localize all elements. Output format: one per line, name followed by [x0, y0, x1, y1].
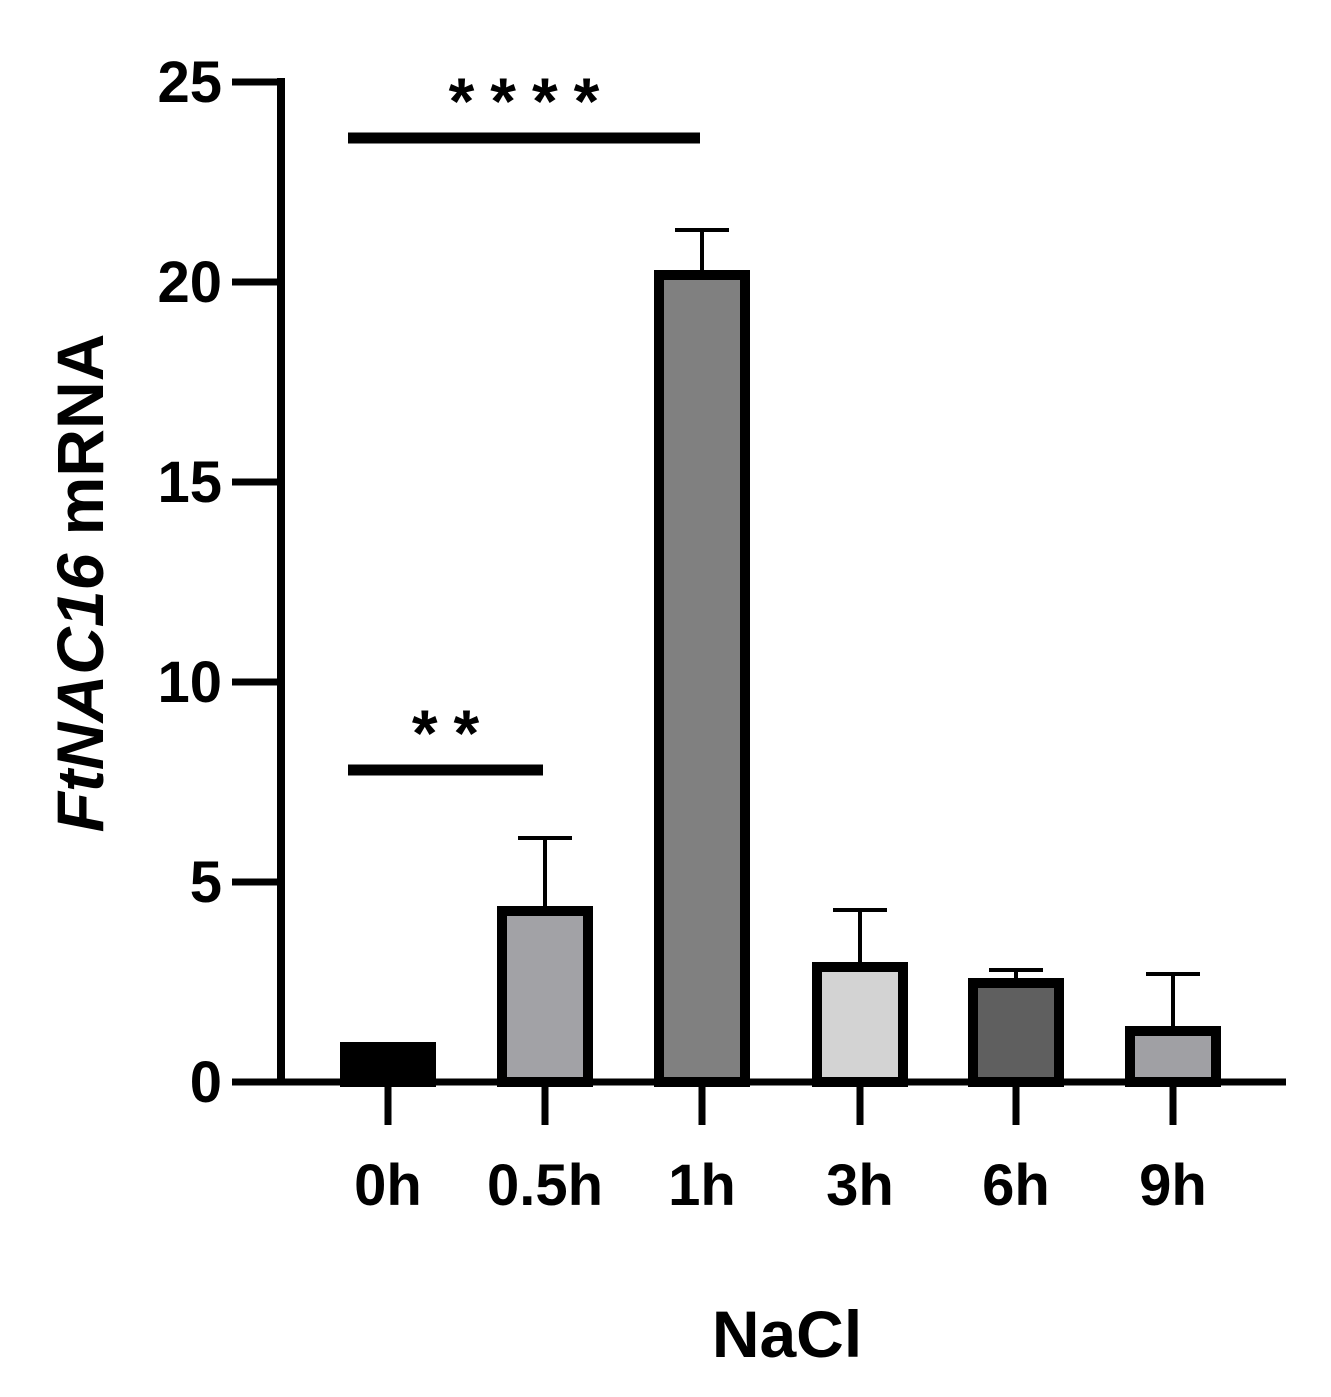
y-tick-label: 0	[190, 1050, 222, 1115]
error-bars-layer	[518, 228, 1200, 1028]
error-bar-3h	[833, 908, 887, 964]
y-tick-label: 20	[157, 250, 222, 315]
x-tick-label: 0h	[354, 1153, 422, 1218]
error-bar-0.5h	[518, 836, 572, 908]
y-tick-label: 5	[190, 850, 222, 915]
x-tick-label: 0.5h	[487, 1153, 603, 1218]
y-axis-title: FtNAC16 mRNA	[43, 334, 117, 833]
x-tick-label: 9h	[1139, 1153, 1207, 1218]
y-axis-title-rest: mRNA	[43, 334, 117, 554]
x-tick-label: 3h	[826, 1153, 894, 1218]
x-tick-label: 1h	[668, 1153, 736, 1218]
bar-1h	[654, 270, 750, 1087]
bars-layer	[340, 270, 1221, 1087]
y-tick-label: 15	[157, 450, 222, 515]
axes-layer	[277, 78, 1286, 1086]
error-bar-1h	[675, 228, 729, 272]
x-axis-title: NaCl	[712, 1297, 862, 1371]
y-tick-label: 25	[157, 50, 222, 115]
bar-6h	[968, 978, 1064, 1087]
bar-0.5h	[497, 906, 593, 1087]
y-axis-title-gene: FtNAC16	[43, 552, 117, 832]
x-tick-label: 6h	[982, 1153, 1050, 1218]
error-bar-6h	[989, 968, 1043, 980]
bar-9h	[1125, 1026, 1221, 1087]
significance-label: ****	[449, 64, 616, 138]
significance-layer: ******	[348, 64, 700, 776]
bar-3h	[812, 962, 908, 1087]
bar-0h	[340, 1042, 436, 1087]
significance-label: **	[412, 696, 495, 770]
y-ticks-layer: 0 5 10 15 20 25	[157, 50, 281, 1115]
y-tick-label: 10	[157, 650, 222, 715]
error-bar-9h	[1146, 972, 1200, 1028]
x-ticks-layer: 0h 0.5h 1h 3h 6h 9h	[354, 1082, 1207, 1218]
